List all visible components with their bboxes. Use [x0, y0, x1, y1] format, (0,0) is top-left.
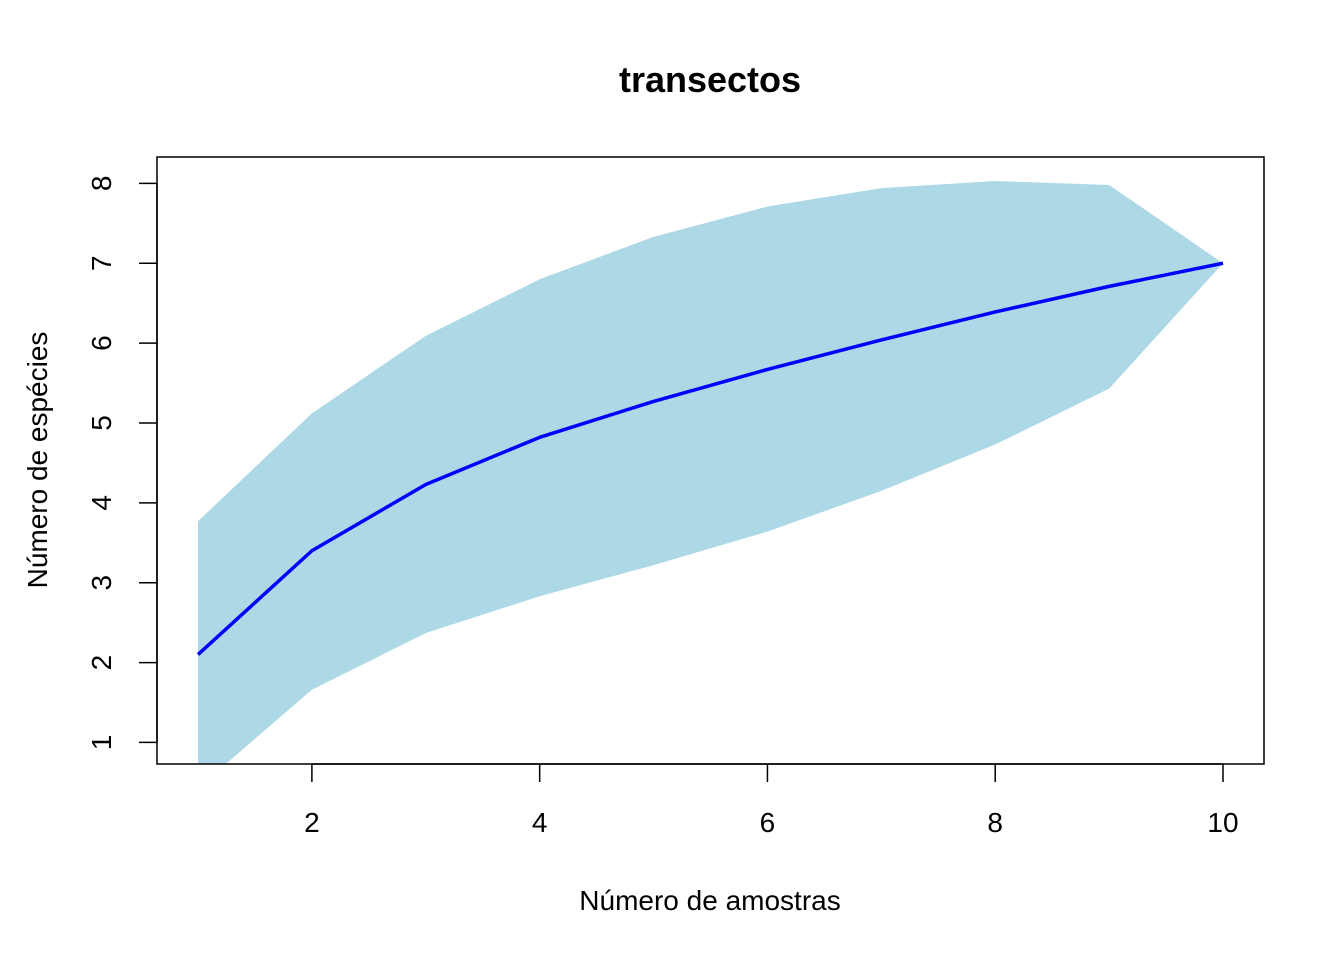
- y-tick-label: 2: [86, 655, 117, 671]
- plot-area: [196, 180, 1224, 764]
- x-tick-label: 4: [532, 807, 548, 838]
- confidence-band: [198, 180, 1223, 764]
- x-axis-label: Número de amostras: [579, 885, 840, 916]
- y-tick-label: 8: [86, 176, 117, 192]
- y-tick-label: 5: [86, 415, 117, 431]
- y-tick-label: 1: [86, 735, 117, 751]
- x-tick-label: 2: [304, 807, 320, 838]
- y-axis: 1 2 3 4 5 6 7 8: [86, 176, 158, 751]
- y-tick-label: 7: [86, 255, 117, 271]
- chart-title: transectos: [619, 59, 801, 100]
- x-axis: 2 4 6 8 10: [304, 763, 1239, 838]
- x-tick-label: 8: [987, 807, 1003, 838]
- y-tick-label: 3: [86, 575, 117, 591]
- series-line-0: [196, 261, 1224, 656]
- y-tick-label: 6: [86, 335, 117, 351]
- y-tick-label: 4: [86, 495, 117, 511]
- x-tick-label: 6: [760, 807, 776, 838]
- x-tick-label: 10: [1207, 807, 1238, 838]
- y-axis-label: Número de espécies: [22, 332, 53, 589]
